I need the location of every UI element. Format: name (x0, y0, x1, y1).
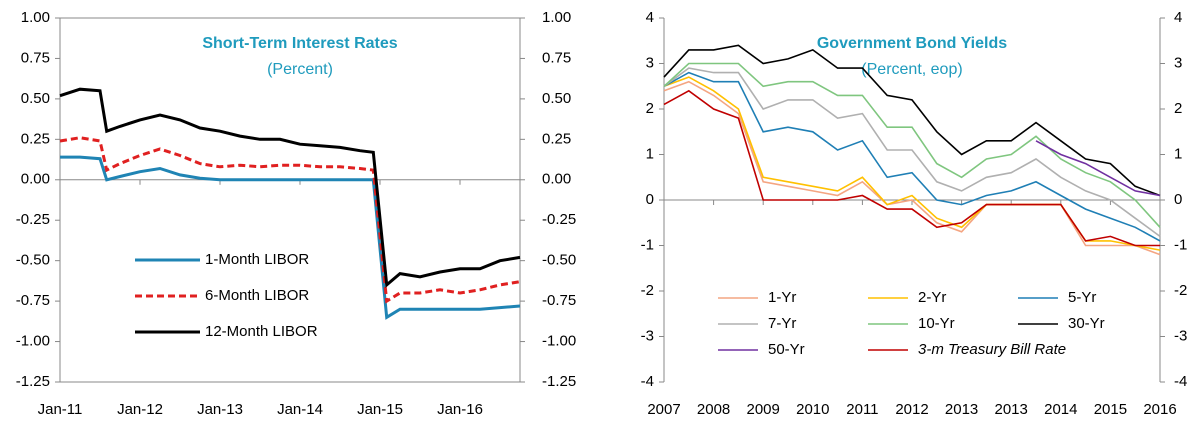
y2-tick-label: -1.00 (542, 333, 576, 350)
y-tick-label: -0.50 (16, 252, 50, 269)
plot-frame (59, 17, 521, 383)
legend-label: 50-Yr (768, 341, 805, 358)
legend-label: 6-Month LIBOR (205, 287, 309, 304)
y2-tick-label: -3 (1174, 327, 1187, 344)
legend-label: 12-Month LIBOR (205, 323, 318, 340)
y2-tick-label: -4 (1174, 373, 1187, 390)
y2-tick-label: -1 (1174, 236, 1187, 253)
series-line (59, 136, 521, 304)
y-tick-label: -2 (641, 282, 654, 299)
y2-tick-label: -2 (1174, 282, 1187, 299)
y-tick-label: 2 (646, 100, 654, 117)
legend-label: 7-Yr (768, 315, 796, 332)
y-tick-label: -0.25 (16, 211, 50, 228)
y2-tick-label: 2 (1174, 100, 1182, 117)
legend-label: 5-Yr (1068, 289, 1096, 306)
y-tick-label: -1.25 (16, 373, 50, 390)
series-line (663, 89, 1160, 247)
y2-tick-label: -1.25 (542, 373, 576, 390)
x-tick-label: 2013 (945, 401, 978, 418)
x-tick-label: Jan-16 (437, 401, 483, 418)
y-tick-label: -1.00 (16, 333, 50, 350)
y-tick-label: 4 (646, 9, 654, 26)
series-line (663, 44, 1161, 197)
x-tick-label: 2013 (995, 401, 1028, 418)
y-tick-label: -4 (641, 373, 654, 390)
series-line (60, 155, 521, 320)
x-tick-label: Jan-14 (277, 401, 323, 418)
y2-tick-label: 0.50 (542, 90, 571, 107)
y2-tick-label: 1 (1174, 145, 1182, 162)
legend-label: 1-Month LIBOR (205, 251, 309, 268)
y-tick-label: 1 (646, 145, 654, 162)
y-tick-label: -3 (641, 327, 654, 344)
y2-tick-label: 1.00 (542, 9, 571, 26)
chart-subtitle: (Percent) (267, 61, 333, 78)
y2-tick-label: 0.25 (542, 130, 571, 147)
series-line (59, 87, 521, 288)
series-line (663, 62, 1161, 228)
x-tick-label: Jan-11 (38, 401, 83, 418)
x-tick-label: 2015 (1094, 401, 1127, 418)
y2-tick-label: 0 (1174, 191, 1182, 208)
y-tick-label: 3 (646, 54, 654, 71)
x-tick-label: Jan-13 (197, 401, 243, 418)
x-tick-label: 2008 (697, 401, 730, 418)
y-tick-label: -1 (641, 236, 654, 253)
x-tick-label: Jan-12 (117, 401, 163, 418)
x-tick-label: 2016 (1143, 401, 1176, 418)
y-tick-label: 0.75 (21, 49, 50, 66)
y-tick-label: 0 (646, 191, 654, 208)
legend-label: 1-Yr (768, 289, 796, 306)
x-tick-label: 2012 (895, 401, 928, 418)
chart-subtitle: (Percent, eop) (861, 61, 962, 78)
y-tick-label: -0.75 (16, 292, 50, 309)
series-line (663, 71, 1161, 242)
y-tick-label: 0.25 (21, 130, 50, 147)
y2-tick-label: -0.50 (542, 252, 576, 269)
x-tick-label: 2007 (647, 401, 680, 418)
chart-title: Government Bond Yields (817, 35, 1007, 52)
x-tick-label: 2010 (796, 401, 829, 418)
y2-tick-label: 0.75 (542, 49, 571, 66)
series-line (663, 80, 1161, 256)
y-tick-label: 1.00 (21, 9, 50, 26)
x-tick-label: 2011 (846, 401, 878, 418)
y2-tick-label: 4 (1174, 9, 1182, 26)
legend-label: 3-m Treasury Bill Rate (918, 341, 1066, 358)
y2-tick-label: -0.75 (542, 292, 576, 309)
legend-label: 30-Yr (1068, 315, 1105, 332)
y-tick-label: 0.50 (21, 90, 50, 107)
y2-tick-label: 0.00 (542, 171, 571, 188)
x-tick-label: 2009 (747, 401, 780, 418)
series-line (1035, 140, 1161, 197)
x-tick-label: Jan-15 (357, 401, 403, 418)
chart-title: Short-Term Interest Rates (202, 35, 397, 52)
legend-label: 2-Yr (918, 289, 946, 306)
x-tick-label: 2014 (1044, 401, 1077, 418)
legend-label: 10-Yr (918, 315, 955, 332)
y-tick-label: 0.00 (21, 171, 50, 188)
y2-tick-label: -0.25 (542, 211, 576, 228)
y2-tick-label: 3 (1174, 54, 1182, 71)
series-line (663, 67, 1161, 238)
